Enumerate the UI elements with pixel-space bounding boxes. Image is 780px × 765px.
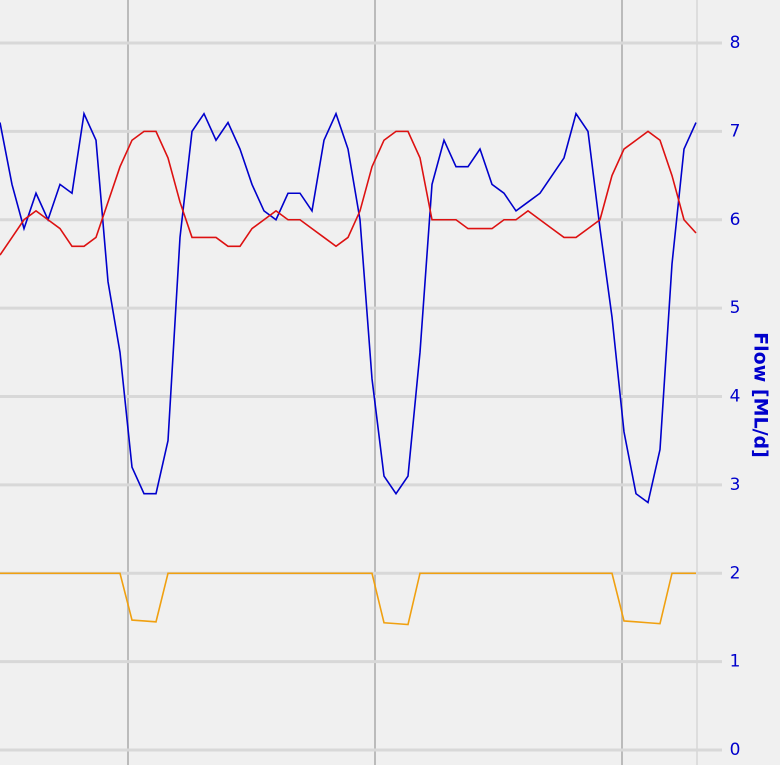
y-tick-label: 6 [730, 210, 741, 230]
y-tick-label: 8 [730, 33, 741, 53]
y-axis-title: Flow [ML/d] [750, 332, 772, 458]
y-tick-label: 3 [730, 475, 741, 495]
y-tick-label: 0 [730, 740, 741, 760]
series-line [0, 572, 696, 626]
series-line [0, 130, 697, 256]
y-tick-label: 2 [730, 563, 741, 583]
vertical-grid [127, 0, 698, 765]
y-tick-label: 5 [730, 298, 741, 318]
series-line [0, 110, 697, 504]
y-tick-label: 1 [730, 652, 741, 672]
y-tick-label: 4 [730, 387, 741, 407]
y-tick-label: 7 [730, 121, 741, 141]
